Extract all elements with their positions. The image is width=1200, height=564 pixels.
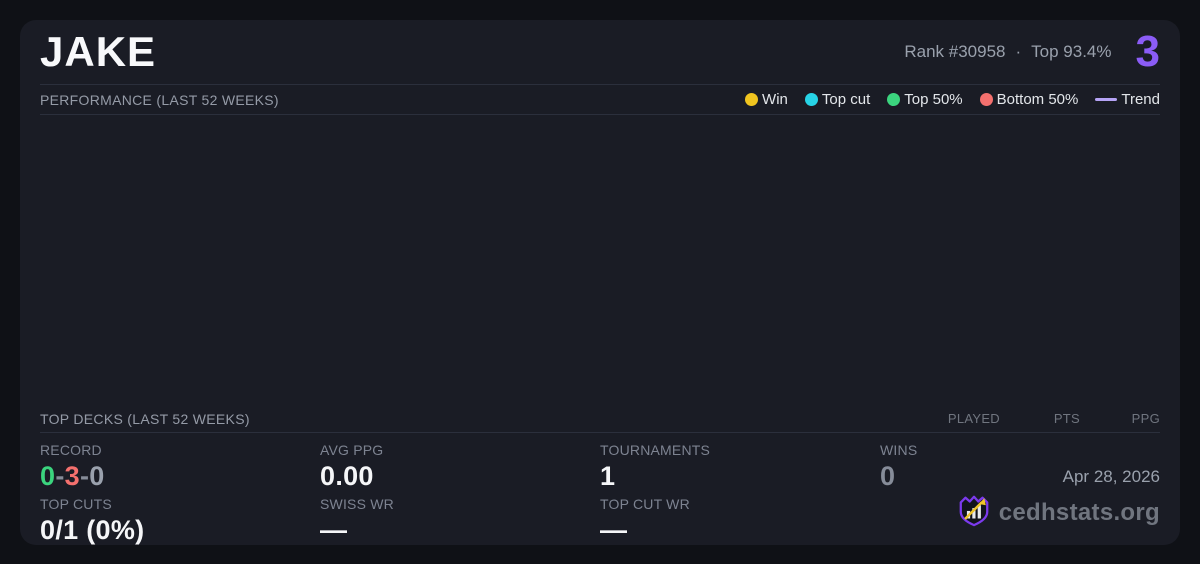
rank-line: Rank #30958 · Top 93.4% <box>904 42 1111 62</box>
brand: cedhstats.org <box>957 492 1160 533</box>
stat-tournaments: TOURNAMENTS 1 <box>600 442 880 492</box>
legend-item-top-cut: Top cut <box>804 91 871 108</box>
performance-section-header: PERFORMANCE (LAST 52 WEEKS) Win Top cut … <box>40 85 1160 115</box>
top-cut-wr-value: — <box>600 515 628 545</box>
stat-wins: WINS 0 <box>880 442 1160 492</box>
score-badge: 3 <box>1135 27 1160 76</box>
stat-label: SWISS WR <box>320 496 394 513</box>
stat-label: TOP CUT WR <box>600 496 690 513</box>
stat-top-cuts: TOP CUTS 0/1 (0%) <box>40 496 320 545</box>
record-value: 0-3-0 <box>40 461 105 491</box>
date-label: Apr 28, 2026 <box>1062 467 1160 486</box>
performance-chart <box>40 115 1160 405</box>
tournaments-value: 1 <box>600 461 616 491</box>
top-decks-title: TOP DECKS (LAST 52 WEEKS) <box>40 410 250 427</box>
stat-label: RECORD <box>40 442 102 458</box>
column-header-played: PLAYED <box>947 411 1000 426</box>
legend-label: Trend <box>1121 91 1160 108</box>
card-header: JAKE Rank #30958 · Top 93.4% 3 <box>40 20 1160 85</box>
player-stats-card: JAKE Rank #30958 · Top 93.4% 3 PERFORMAN… <box>20 20 1180 545</box>
wins-value: 0 <box>880 461 896 491</box>
stat-avg-ppg: AVG PPG 0.00 <box>320 442 600 492</box>
stat-label: WINS <box>880 442 918 458</box>
win-dot-icon <box>745 93 759 106</box>
performance-title: PERFORMANCE (LAST 52 WEEKS) <box>40 91 279 108</box>
column-header-pts: PTS <box>1053 411 1080 426</box>
page-title: JAKE <box>40 28 157 75</box>
legend-item-top-50: Top 50% <box>887 91 963 108</box>
stat-top-cut-wr: TOP CUT WR — <box>600 496 880 545</box>
top-decks-section-header: TOP DECKS (LAST 52 WEEKS) PLAYED PTS PPG <box>40 405 1160 433</box>
top-decks-columns: PLAYED PTS PPG <box>920 411 1160 426</box>
swiss-wr-value: — <box>320 515 348 545</box>
chart-legend: Win Top cut Top 50% Bottom 50% Trend <box>745 91 1160 108</box>
legend-item-trend: Trend <box>1095 91 1160 108</box>
rank-separator-dot: · <box>1015 42 1022 61</box>
top-cut-dot-icon <box>804 93 818 106</box>
legend-label: Win <box>762 91 788 108</box>
avg-ppg-value: 0.00 <box>320 461 374 491</box>
top-50-dot-icon <box>887 93 901 106</box>
stat-swiss-wr: SWISS WR — <box>320 496 600 545</box>
legend-item-bottom-50: Bottom 50% <box>979 91 1079 108</box>
card-footer: Apr 28, 2026 cedhstats.org <box>957 467 1160 533</box>
header-right: Rank #30958 · Top 93.4% 3 <box>904 30 1160 74</box>
site-name: cedhstats.org <box>998 498 1160 526</box>
stat-label: TOP CUTS <box>40 496 112 513</box>
stat-record: RECORD 0-3-0 <box>40 442 320 492</box>
column-header-ppg: PPG <box>1131 411 1160 426</box>
top-cuts-value: 0/1 (0%) <box>40 515 145 545</box>
legend-label: Bottom 50% <box>996 91 1079 108</box>
bottom-50-dot-icon <box>979 93 993 106</box>
stats-grid: RECORD 0-3-0 AVG PPG 0.00 TOURNAMENTS 1 … <box>20 433 1180 545</box>
legend-item-win: Win <box>745 91 788 108</box>
cedhstats-shield-logo-icon <box>957 492 991 533</box>
rank-label: Rank #30958 <box>904 42 1006 61</box>
trend-line-icon <box>1095 98 1118 101</box>
legend-label: Top 50% <box>904 91 963 108</box>
stat-label: TOURNAMENTS <box>600 442 711 458</box>
top-percent-label: Top 93.4% <box>1031 42 1112 61</box>
stat-label: AVG PPG <box>320 442 384 458</box>
legend-label: Top cut <box>821 91 871 108</box>
